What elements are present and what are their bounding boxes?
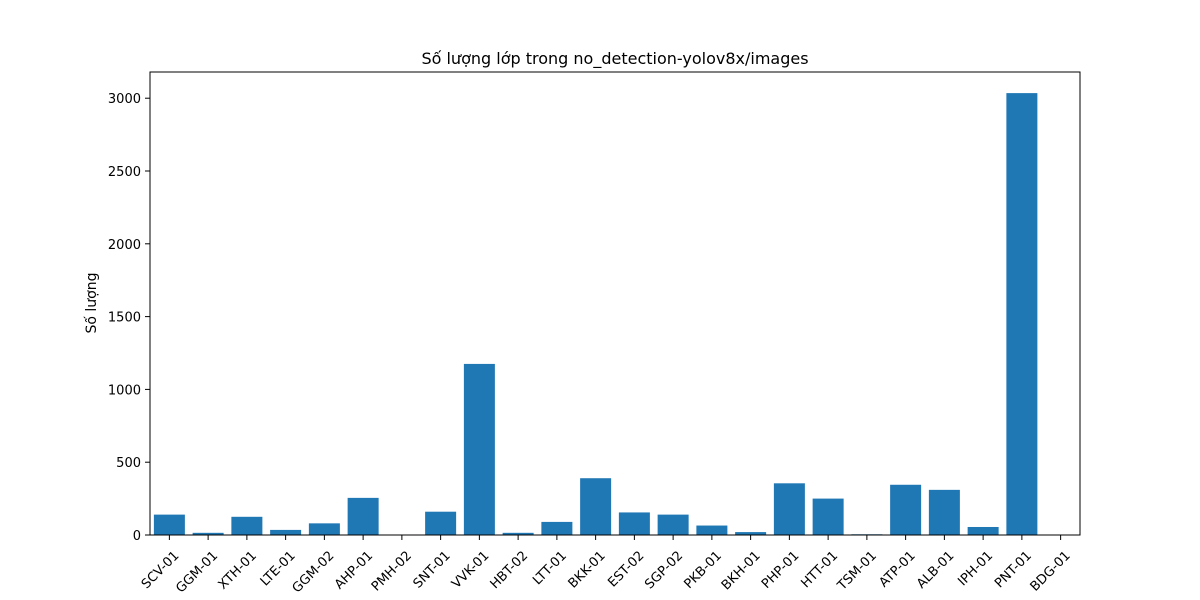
- bar-bkh-01: [735, 532, 767, 535]
- bar-pkb-01: [696, 525, 728, 535]
- plot-frame: [149, 71, 1081, 536]
- bar-hbt-02: [502, 532, 534, 535]
- bar-pnt-01: [1006, 93, 1038, 536]
- bar-lte-01: [270, 529, 302, 535]
- bar-bkk-01: [580, 478, 612, 535]
- y-tick-label: 3000: [108, 92, 141, 107]
- bar-est-02: [618, 512, 650, 535]
- bar-sgp-02: [657, 514, 689, 535]
- y-tick-label: 2000: [108, 238, 141, 253]
- bar-snt-01: [425, 511, 457, 535]
- bar-ggm-02: [308, 523, 340, 535]
- y-tick-label: 1000: [108, 383, 141, 398]
- chart-title: Số lượng lớp trong no_detection-yolov8x/…: [421, 49, 808, 69]
- y-tick-label: 500: [116, 456, 141, 471]
- bar-atp-01: [890, 484, 922, 535]
- bar-ggm-01: [192, 532, 224, 535]
- bar-xth-01: [231, 516, 263, 535]
- bar-php-01: [773, 483, 805, 535]
- y-tick-label: 2500: [108, 165, 141, 180]
- y-axis: 0 500 1000 1500 2000 2500 3000: [108, 92, 150, 544]
- y-tick-label: 1500: [108, 311, 141, 326]
- bar-iph-01: [967, 526, 999, 535]
- y-tick-label: 0: [133, 529, 141, 544]
- y-axis-label: Số lượng: [83, 273, 100, 334]
- bar-ltt-01: [541, 521, 573, 535]
- bar-vvk-01: [463, 363, 495, 535]
- bar-ahp-01: [347, 497, 379, 535]
- bar-htt-01: [812, 498, 844, 535]
- bars-layer: [153, 93, 1038, 536]
- bar-scv-01: [153, 514, 185, 535]
- bar-alb-01: [928, 489, 960, 535]
